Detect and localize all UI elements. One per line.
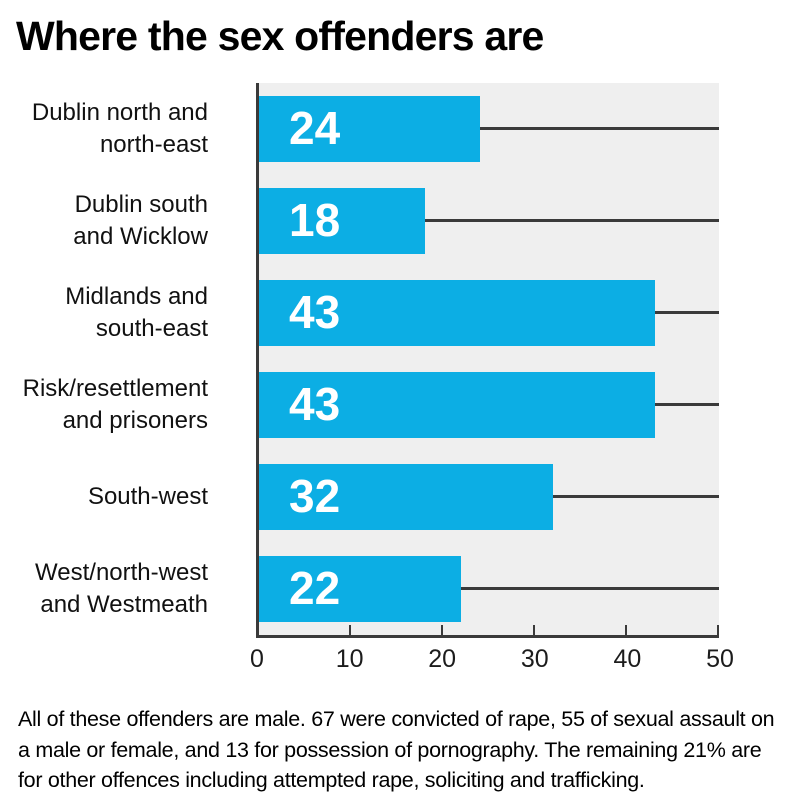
bar-leader-line (654, 311, 719, 315)
bar-chart: Dublin north and north-east Dublin south a… (16, 83, 784, 680)
page-title: Where the sex offenders are (16, 13, 544, 59)
category-label-cell: Midlands and south-east (16, 267, 256, 359)
axis-tick-label: 30 (520, 645, 549, 674)
axis-tick (533, 625, 535, 636)
category-label-line: and Wicklow (73, 223, 208, 251)
chart-row: 32 (259, 451, 719, 543)
axis-tick (717, 625, 719, 636)
chart-body: Dublin north and north-east Dublin south a… (16, 83, 784, 639)
category-label: Risk/resettlement and prisoners (23, 373, 208, 437)
bar-leader-line (654, 403, 719, 407)
category-label-cell: Dublin south and Wicklow (16, 175, 256, 267)
category-label-cell: Dublin north and north-east (16, 83, 256, 175)
bar-value-label: 18 (289, 194, 341, 247)
category-label: Dublin north and north-east (32, 97, 208, 161)
chart-row: 22 (259, 543, 719, 635)
bar-leader-line (424, 219, 719, 223)
axis-tick-label: 10 (335, 645, 364, 674)
category-label: Midlands and south-east (65, 281, 208, 345)
chart-row: 43 (259, 267, 719, 359)
bar-value-label: 32 (289, 470, 341, 523)
footnote: All of these offenders are male. 67 were… (18, 707, 775, 793)
bar: 32 (259, 464, 554, 531)
bar: 24 (259, 96, 480, 163)
category-label-line: south-east (95, 315, 208, 343)
axis-tick (625, 625, 627, 636)
bar: 18 (259, 188, 425, 255)
category-label: South-west (88, 481, 208, 513)
category-label-cell: Risk/resettlement and prisoners (16, 359, 256, 451)
category-label-line: and prisoners (62, 407, 208, 435)
category-label-line: and Westmeath (40, 591, 208, 619)
bar-leader-line (479, 127, 719, 131)
bar: 43 (259, 372, 655, 439)
category-label-cell: West/north-west and Westmeath (16, 543, 256, 635)
bar: 22 (259, 556, 462, 623)
category-label-line: South-west (87, 483, 208, 511)
category-label: Dublin south and Wicklow (73, 189, 208, 253)
bar: 43 (259, 280, 655, 347)
category-label: West/north-west and Westmeath (35, 557, 208, 621)
category-labels-column: Dublin north and north-east Dublin south a… (16, 83, 256, 638)
category-label-line: West/north-west (35, 559, 208, 587)
bar-value-label: 24 (289, 102, 341, 155)
axis-tick-label: 0 (250, 645, 264, 674)
axis-tick-label: 50 (706, 645, 734, 674)
axis-tick (441, 625, 443, 636)
category-label-line: Midlands and (65, 283, 208, 311)
chart-row: 18 (259, 175, 719, 267)
axis-tick-label: 40 (613, 645, 642, 674)
category-label-line: north-east (99, 131, 208, 159)
bar-leader-line (461, 587, 719, 591)
bar-value-label: 22 (289, 562, 341, 615)
bar-value-label: 43 (289, 378, 341, 431)
axis-tick (349, 625, 351, 636)
chart-row: 43 (259, 359, 719, 451)
chart-row: 24 (259, 83, 719, 175)
bar-value-label: 43 (289, 286, 341, 339)
plot-area: 24 18 43 43 32 22 (256, 83, 719, 639)
axis-tick-label: 20 (428, 645, 457, 674)
category-label-line: Dublin north and (31, 99, 208, 127)
x-axis-labels: 0 10 20 30 40 50 (250, 638, 734, 680)
category-label-line: Risk/resettlement (22, 375, 208, 403)
category-label-line: Dublin south (74, 191, 208, 219)
category-label-cell: South-west (16, 451, 256, 543)
bar-leader-line (553, 495, 719, 499)
